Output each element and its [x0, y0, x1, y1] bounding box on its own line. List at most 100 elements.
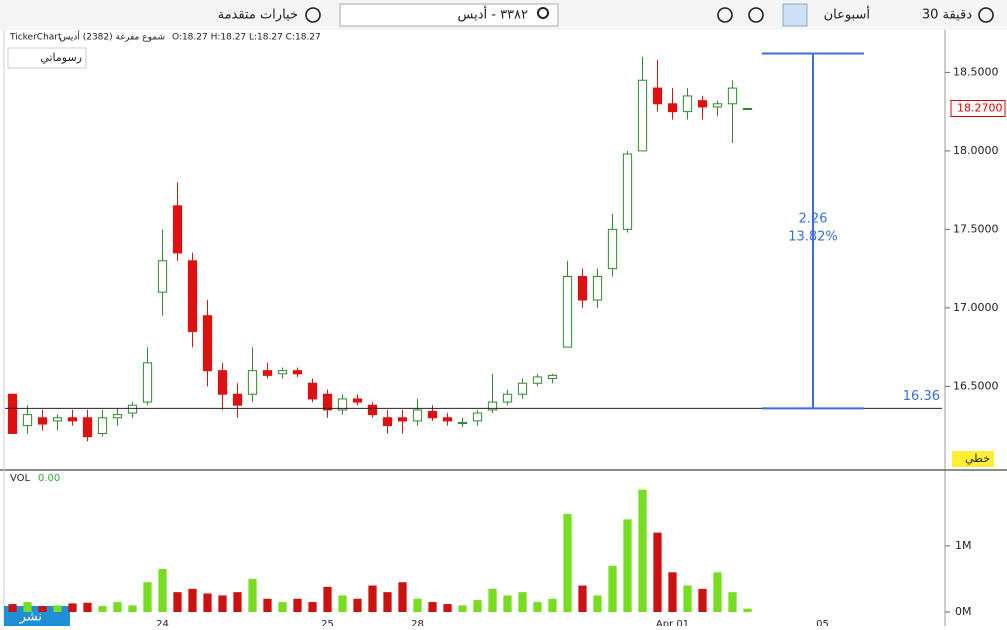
candle-body	[592, 275, 603, 301]
candle-body	[52, 417, 63, 422]
search-box[interactable]	[339, 3, 559, 27]
candle-body	[262, 370, 273, 376]
volume-bar	[323, 586, 332, 612]
candle-body	[277, 370, 288, 375]
volume-bar	[578, 585, 587, 612]
candle-body	[82, 417, 93, 438]
volume-bar	[638, 489, 647, 612]
volume-bar	[668, 572, 677, 612]
candle-body	[202, 315, 213, 372]
candle-body	[562, 275, 573, 348]
candle-body	[502, 393, 513, 403]
candle-body	[142, 362, 153, 403]
volume-bar	[518, 592, 527, 612]
drawings[interactable]: رسوماتي	[40, 51, 82, 64]
candle-body	[37, 417, 48, 425]
candle-body	[682, 95, 693, 113]
measure-change: 2.26	[799, 212, 828, 227]
x-tick-label: 24	[156, 619, 169, 626]
options-icon[interactable]	[305, 7, 321, 23]
volume-bar	[83, 602, 92, 612]
candle-body	[247, 370, 258, 395]
candle-body	[517, 382, 528, 395]
volume-tick-label: 1M	[955, 539, 972, 552]
volume-bar	[293, 598, 302, 612]
candle-body	[577, 275, 588, 301]
volume-bar	[53, 605, 62, 612]
chart-type-label[interactable]: خطي	[965, 452, 990, 465]
candle-body	[472, 412, 483, 422]
volume-bar	[353, 598, 362, 612]
candle-body	[7, 393, 18, 434]
volume-bar	[203, 593, 212, 612]
draw-tool[interactable]	[782, 3, 808, 27]
last-price: 18.2700	[957, 101, 1003, 114]
options[interactable]: خيارات متقدمة	[218, 8, 298, 23]
candle-body	[307, 382, 318, 400]
volume-bar	[233, 592, 242, 612]
candle-body	[637, 79, 648, 152]
volume-bar	[398, 582, 407, 612]
volume-bar	[38, 606, 47, 612]
volume-bar	[698, 588, 707, 612]
candle-body	[667, 103, 678, 113]
volume-tick-label: 0M	[955, 605, 972, 618]
volume-bar	[428, 602, 437, 612]
brand: TickerChart	[9, 33, 62, 43]
volume-bar	[593, 595, 602, 612]
interval[interactable]: 30 دقيقة	[922, 8, 972, 23]
clock-icon	[978, 7, 994, 23]
volume-bar	[218, 595, 227, 612]
candle-body	[67, 417, 78, 422]
volume-bar	[263, 598, 272, 612]
volume-bar	[503, 595, 512, 612]
volume-bar	[458, 605, 467, 612]
alert-icon[interactable]	[717, 7, 733, 23]
candle-body	[22, 414, 33, 427]
volume-bar	[713, 572, 722, 612]
search-text[interactable]: ٣٣٨٢ - أديس	[458, 6, 529, 23]
x-tick-label: 25	[321, 619, 334, 626]
chart-type[interactable]	[952, 451, 994, 467]
y-tick-label: 17.5000	[953, 222, 999, 235]
volume-bar	[473, 600, 482, 612]
volume-bar	[278, 602, 287, 612]
candle-body	[607, 228, 618, 270]
candle-body	[712, 103, 723, 108]
volume-bar	[158, 569, 167, 612]
volume-bar	[248, 578, 257, 612]
candle-body	[337, 398, 348, 411]
candle-body	[652, 87, 663, 105]
candle-body	[352, 398, 363, 403]
candle-body	[697, 100, 708, 108]
volume-bar	[443, 604, 452, 612]
drawings-button[interactable]	[7, 47, 87, 69]
volume-bar	[563, 514, 572, 612]
volume-bar	[383, 592, 392, 612]
x-tick-label: 28	[411, 619, 424, 626]
candle-body	[127, 404, 138, 414]
volume-bar	[173, 592, 182, 612]
candle-body	[217, 370, 228, 395]
volume-bar	[338, 595, 347, 612]
volume-bar	[623, 519, 632, 612]
candle-body	[742, 107, 753, 110]
volume-bar	[113, 602, 122, 612]
volume-bar	[548, 598, 557, 612]
volume-bar	[308, 602, 317, 612]
range[interactable]: أسبوعان	[824, 6, 870, 23]
candle-body	[397, 417, 408, 422]
y-tick-label: 16.5000	[953, 379, 999, 392]
publish[interactable]: نشر	[19, 610, 42, 625]
ohlc: O:18.27 H:18.27 L:18.27 C:18.27	[172, 33, 321, 43]
candle-body	[727, 87, 738, 105]
indicator-icon[interactable]	[748, 7, 764, 23]
candle-body	[532, 376, 543, 384]
y-tick-label: 18.5000	[953, 65, 999, 78]
search-icon[interactable]	[537, 7, 549, 19]
candle-body	[292, 370, 303, 375]
volume-bar	[488, 588, 497, 612]
volume-bar	[608, 565, 617, 612]
volume-bar	[653, 532, 662, 612]
